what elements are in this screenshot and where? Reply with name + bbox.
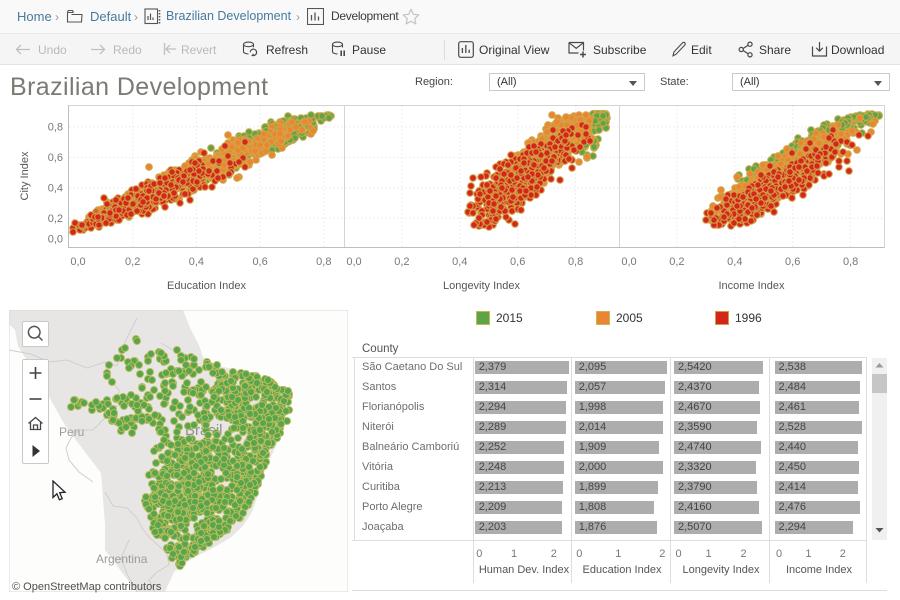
svg-text:0,4: 0,4 (452, 256, 467, 268)
svg-text:City Index: City Index (19, 151, 31, 200)
svg-text:0,8: 0,8 (48, 122, 63, 134)
svg-text:0,2: 0,2 (125, 256, 140, 268)
svg-text:0,4: 0,4 (48, 183, 63, 195)
svg-text:Longevity Index: Longevity Index (443, 280, 521, 292)
svg-text:0,0: 0,0 (48, 234, 63, 246)
svg-text:0,2: 0,2 (48, 213, 63, 225)
svg-text:0,8: 0,8 (568, 256, 583, 268)
svg-text:Education Index: Education Index (167, 280, 246, 292)
svg-text:0,0: 0,0 (621, 256, 636, 268)
svg-text:0,4: 0,4 (727, 256, 742, 268)
svg-text:Income Index: Income Index (718, 280, 785, 292)
svg-text:0,6: 0,6 (252, 256, 267, 268)
svg-text:0,6: 0,6 (785, 256, 800, 268)
svg-text:0,0: 0,0 (70, 256, 85, 268)
svg-text:0,8: 0,8 (843, 256, 858, 268)
svg-text:0,2: 0,2 (394, 256, 409, 268)
svg-text:0,8: 0,8 (316, 256, 331, 268)
svg-text:0,6: 0,6 (48, 152, 63, 164)
svg-text:0,6: 0,6 (510, 256, 525, 268)
svg-text:0,4: 0,4 (189, 256, 204, 268)
svg-text:Argentina: Argentina (96, 552, 148, 566)
svg-text:Peru: Peru (59, 425, 84, 439)
svg-text:0,0: 0,0 (346, 256, 361, 268)
svg-text:0,2: 0,2 (669, 256, 684, 268)
